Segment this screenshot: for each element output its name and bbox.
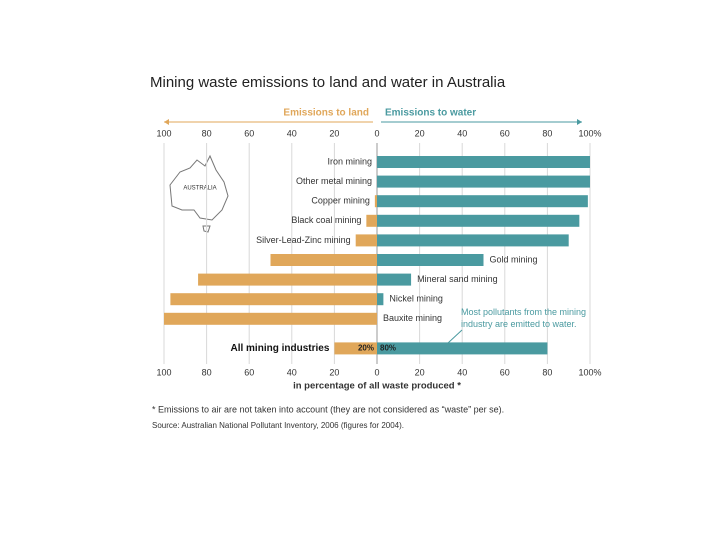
x-tick-label-bottom: 40 <box>287 367 297 377</box>
x-tick-label-top: 20 <box>415 128 425 138</box>
water-bar <box>377 254 484 266</box>
land-bar <box>366 214 377 227</box>
land-bar <box>355 234 377 247</box>
land-bar <box>198 273 377 286</box>
annotation-pointer <box>447 329 463 344</box>
x-tick-label-bottom: 60 <box>244 367 254 377</box>
x-tick-label-top: 0 <box>374 128 379 138</box>
x-tick-label-bottom: 60 <box>500 367 510 377</box>
x-tick-label-top: 80 <box>542 128 552 138</box>
footnote: * Emissions to air are not taken into ac… <box>152 404 504 414</box>
australia-map <box>169 154 229 221</box>
x-tick-label-bottom: 80 <box>542 367 552 377</box>
category-label: Copper mining <box>311 196 370 206</box>
category-label: Silver-Lead-Zinc mining <box>256 235 351 245</box>
map-label: AUSTRALIA <box>183 186 216 192</box>
water-bar <box>377 195 588 208</box>
category-label: Bauxite mining <box>383 313 442 323</box>
land-bar <box>270 254 377 266</box>
x-tick-label-top: 40 <box>287 128 297 138</box>
annotation: Most pollutants from the mining industry … <box>461 307 586 329</box>
category-label: Other metal mining <box>296 176 372 186</box>
land-bar <box>164 312 377 325</box>
water-arrowhead <box>577 119 582 125</box>
legend-water: Emissions to water <box>385 108 476 119</box>
category-label: Mineral sand mining <box>417 274 498 284</box>
chart-title: Mining waste emissions to land and water… <box>150 74 506 91</box>
annotation-line: Most pollutants from the mining <box>461 307 586 317</box>
x-tick-label-bottom: 100 <box>156 367 171 377</box>
water-bar <box>377 293 384 306</box>
x-axis-label: in percentage of all waste produced * <box>293 381 461 392</box>
water-bar <box>377 234 569 247</box>
category-label: Nickel mining <box>389 294 443 304</box>
category-label: All mining industries <box>230 343 329 354</box>
water-bar <box>377 273 412 286</box>
water-bar <box>377 156 590 168</box>
x-tick-label-bottom: 100% <box>578 367 601 377</box>
water-bar <box>377 342 548 355</box>
land-bar <box>334 342 377 355</box>
annotation-line: industry are emitted to water. <box>461 319 577 329</box>
x-tick-label-top: 100 <box>156 128 171 138</box>
x-tick-label-top: 40 <box>457 128 467 138</box>
category-label: Gold mining <box>490 254 538 264</box>
category-label: Black coal mining <box>291 215 361 225</box>
land-value-label: 20% <box>358 344 374 353</box>
category-label: Iron mining <box>327 156 372 166</box>
x-tick-label-bottom: 40 <box>457 367 467 377</box>
land-bar <box>170 293 377 306</box>
land-bar <box>374 195 377 208</box>
x-tick-label-bottom: 80 <box>202 367 212 377</box>
x-tick-label-top: 20 <box>329 128 339 138</box>
x-tick-label-bottom: 20 <box>329 367 339 377</box>
x-tick-label-top: 60 <box>244 128 254 138</box>
x-tick-label-top: 60 <box>500 128 510 138</box>
x-tick-label-bottom: 0 <box>374 367 379 377</box>
water-bar <box>377 214 580 227</box>
legend-land: Emissions to land <box>283 108 369 119</box>
land-arrowhead <box>164 119 169 125</box>
x-tick-label-top: 80 <box>202 128 212 138</box>
source: Source: Australian National Pollutant In… <box>152 421 404 430</box>
water-bar <box>377 175 590 188</box>
x-tick-label-bottom: 20 <box>415 367 425 377</box>
water-value-label: 80% <box>380 344 396 353</box>
x-tick-label-top: 100% <box>578 128 601 138</box>
